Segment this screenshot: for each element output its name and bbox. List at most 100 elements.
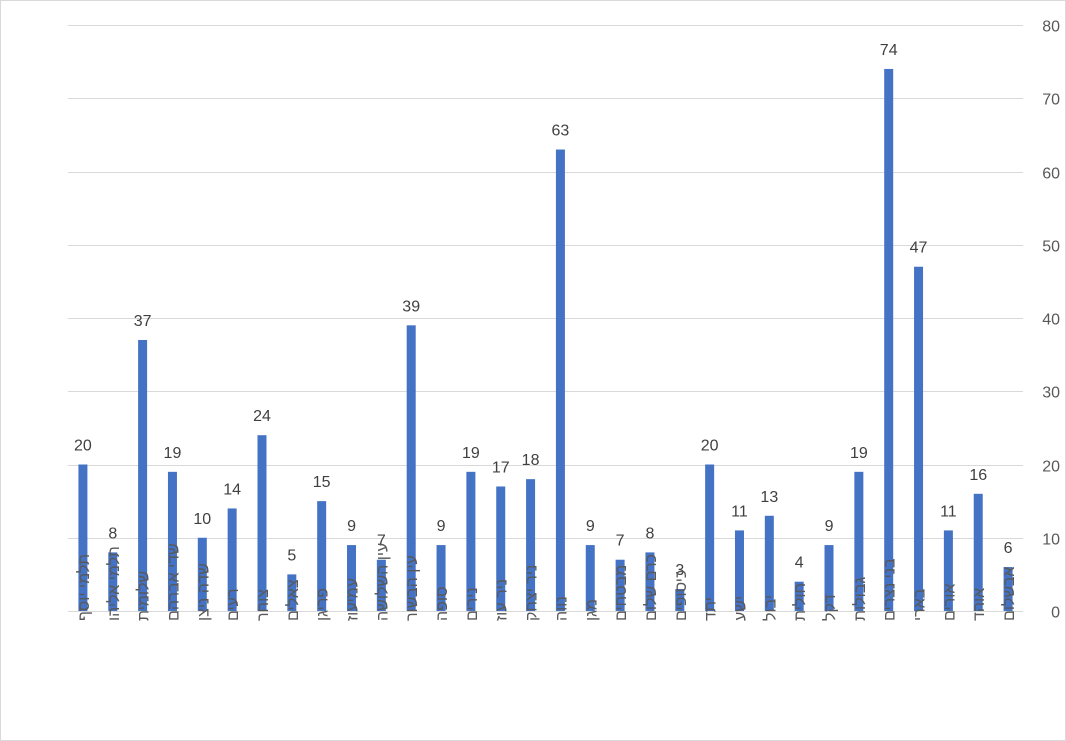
bar — [705, 464, 715, 611]
category-label: רעים — [225, 588, 242, 621]
data-label: 74 — [880, 42, 898, 59]
data-labels: 20 8 37 19 10 14 24 5 15 9 7 39 9 19 17 18 63 9 7 8 3 20 11 13 4… — [74, 42, 1013, 579]
category-label: גבולות — [851, 577, 869, 621]
y-tick-label: 80 — [1042, 19, 1060, 36]
bar — [854, 471, 864, 611]
data-label: 11 — [731, 503, 748, 520]
bar — [317, 501, 327, 612]
bar — [585, 545, 595, 611]
data-label: 17 — [492, 459, 510, 476]
category-label: פריגן — [315, 588, 332, 621]
bar — [436, 545, 446, 611]
y-tick-label: 20 — [1042, 459, 1060, 476]
bar — [526, 479, 536, 611]
category-label: מבטחים — [613, 565, 630, 621]
category-label: יבול — [761, 595, 779, 621]
data-label: 20 — [701, 438, 719, 455]
data-label: 18 — [522, 452, 540, 469]
category-label: שלומית — [135, 571, 153, 621]
category-label: ניר יצחק — [524, 565, 541, 621]
data-label: 7 — [616, 533, 625, 550]
data-label: 19 — [850, 445, 868, 462]
bar — [257, 435, 267, 611]
category-label: כיסופים — [673, 570, 690, 621]
bar — [973, 493, 983, 611]
category-label: סופה — [434, 586, 451, 621]
data-label: 4 — [795, 555, 804, 572]
y-tick-label: 30 — [1042, 385, 1060, 402]
category-label: בני נצרים — [882, 558, 899, 621]
category-label: בארי — [912, 588, 929, 621]
data-label: 6 — [1004, 540, 1013, 557]
data-label: 9 — [825, 518, 834, 535]
data-label: 37 — [134, 313, 152, 330]
bar — [764, 515, 774, 611]
category-label: שדה ניצן — [195, 563, 212, 621]
bar — [167, 471, 177, 611]
category-label: עמיעוז — [345, 578, 362, 621]
category-label: צוחר — [255, 589, 272, 621]
data-label: 47 — [910, 240, 928, 257]
bar — [466, 471, 476, 611]
category-label: תלמי יוסף — [75, 554, 93, 621]
y-axis-ticks: 0 10 20 30 40 50 60 70 80 — [1042, 19, 1060, 622]
category-label: צאלים — [284, 579, 302, 621]
category-label: נירים — [464, 587, 481, 621]
bar — [943, 530, 953, 611]
bar — [108, 552, 118, 611]
data-label: 13 — [760, 489, 778, 506]
data-label: 8 — [645, 525, 654, 542]
category-label: אוהד — [971, 588, 988, 621]
bar — [914, 266, 924, 611]
y-tick-label: 40 — [1042, 312, 1060, 329]
bar — [884, 68, 894, 611]
bar — [197, 537, 207, 611]
bar — [645, 552, 655, 611]
data-label: 19 — [164, 445, 182, 462]
data-label: 19 — [462, 445, 480, 462]
bar — [1003, 567, 1013, 611]
bar — [734, 530, 744, 611]
category-label: נווה — [553, 596, 570, 621]
category-label: ניר עוז — [494, 579, 511, 621]
category-label: עין השלושה — [373, 543, 391, 621]
bars — [68, 68, 1023, 612]
bar — [824, 545, 834, 611]
data-label: 14 — [223, 481, 241, 498]
bar — [794, 581, 804, 611]
gridlines — [68, 25, 1023, 612]
data-label: 9 — [437, 518, 446, 535]
y-tick-label: 10 — [1042, 532, 1060, 549]
bar — [675, 589, 685, 611]
category-label: אבשלום — [1000, 567, 1018, 621]
category-label: שדי אברהם — [165, 543, 182, 621]
data-label: 24 — [253, 408, 271, 425]
data-label: 10 — [193, 511, 211, 528]
category-label: ישע — [732, 596, 749, 621]
data-label: 5 — [287, 547, 296, 564]
bar — [347, 545, 357, 611]
y-tick-label: 0 — [1051, 605, 1060, 622]
data-label: 9 — [347, 518, 356, 535]
data-label: 63 — [552, 123, 570, 140]
data-label: 3 — [675, 562, 684, 579]
bar — [287, 574, 297, 612]
data-label: 20 — [74, 438, 92, 455]
bar — [406, 325, 416, 611]
bar — [615, 559, 625, 611]
bar — [227, 508, 237, 611]
bar — [376, 559, 386, 611]
y-tick-label: 60 — [1042, 166, 1060, 183]
data-label: 8 — [108, 525, 117, 542]
category-label: אורים — [941, 584, 958, 621]
category-label: כרם שלום — [642, 554, 660, 621]
y-tick-label: 50 — [1042, 239, 1060, 256]
category-label: דקל — [821, 594, 839, 621]
data-label: 15 — [313, 474, 331, 491]
category-label: תלמי אליהו — [105, 546, 123, 621]
category-label: מגן — [583, 599, 600, 621]
data-label: 7 — [377, 533, 386, 550]
data-label: 9 — [586, 518, 595, 535]
category-label: יתד — [703, 597, 720, 621]
